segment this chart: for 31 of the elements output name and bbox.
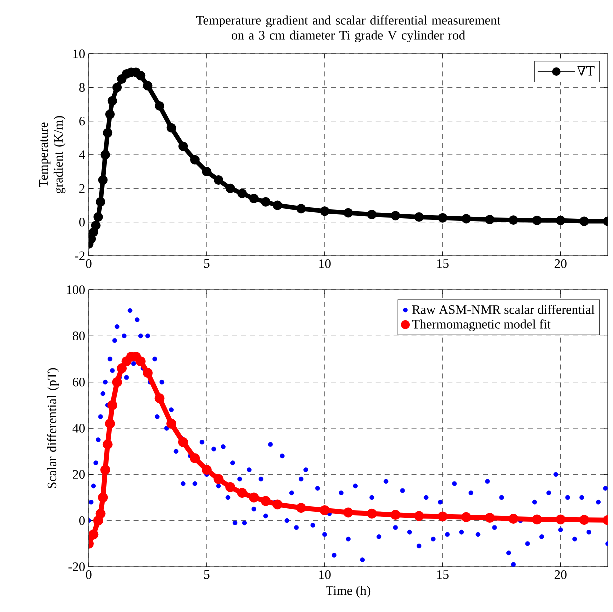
y-tick-label: -20 <box>68 562 85 572</box>
y-tick-label: 0 <box>80 516 85 526</box>
x-tick-label: 5 <box>204 570 210 580</box>
x-axis-title: Time (h) <box>326 586 371 598</box>
y-tick-label: 0 <box>80 218 85 227</box>
y-tick-label: 20 <box>73 470 85 480</box>
y-axis-title: Temperature gradient (K/m) <box>39 116 66 194</box>
y-tick-label: 10 <box>74 50 85 58</box>
y-tick-label: 8 <box>80 83 85 92</box>
x-tick-label: 15 <box>438 570 449 580</box>
y-tick-label: 80 <box>73 332 85 341</box>
x-tick-label: 5 <box>204 260 210 268</box>
chart-title: Temperature gradient and scalar differential measurement on a 3 cm diameter Ti grade V cylinder rod <box>196 16 501 43</box>
y-tick-label: 100 <box>67 286 85 294</box>
legend-label: Raw ASM-NMR scalar differential <box>412 304 595 314</box>
y-tick-label: -2 <box>75 252 85 260</box>
y-tick-label: 2 <box>80 184 85 193</box>
y-axis-title: Scalar differential (pT) <box>47 368 60 488</box>
x-tick-label: 20 <box>554 260 567 268</box>
y-tick-label: 4 <box>79 150 86 160</box>
x-tick-label: 0 <box>86 260 92 268</box>
x-tick-label: 0 <box>86 570 92 580</box>
y-tick-label: 40 <box>72 424 85 433</box>
legend-label: Thermomagnetic model fit <box>412 320 551 332</box>
y-tick-label: 60 <box>73 378 85 387</box>
x-tick-label: 10 <box>320 260 331 268</box>
y-tick-label: 6 <box>80 116 86 126</box>
x-tick-label: 15 <box>438 260 449 268</box>
x-tick-label: 20 <box>554 570 567 580</box>
x-tick-label: 10 <box>320 570 331 580</box>
legend-label: ∇T <box>578 66 595 76</box>
